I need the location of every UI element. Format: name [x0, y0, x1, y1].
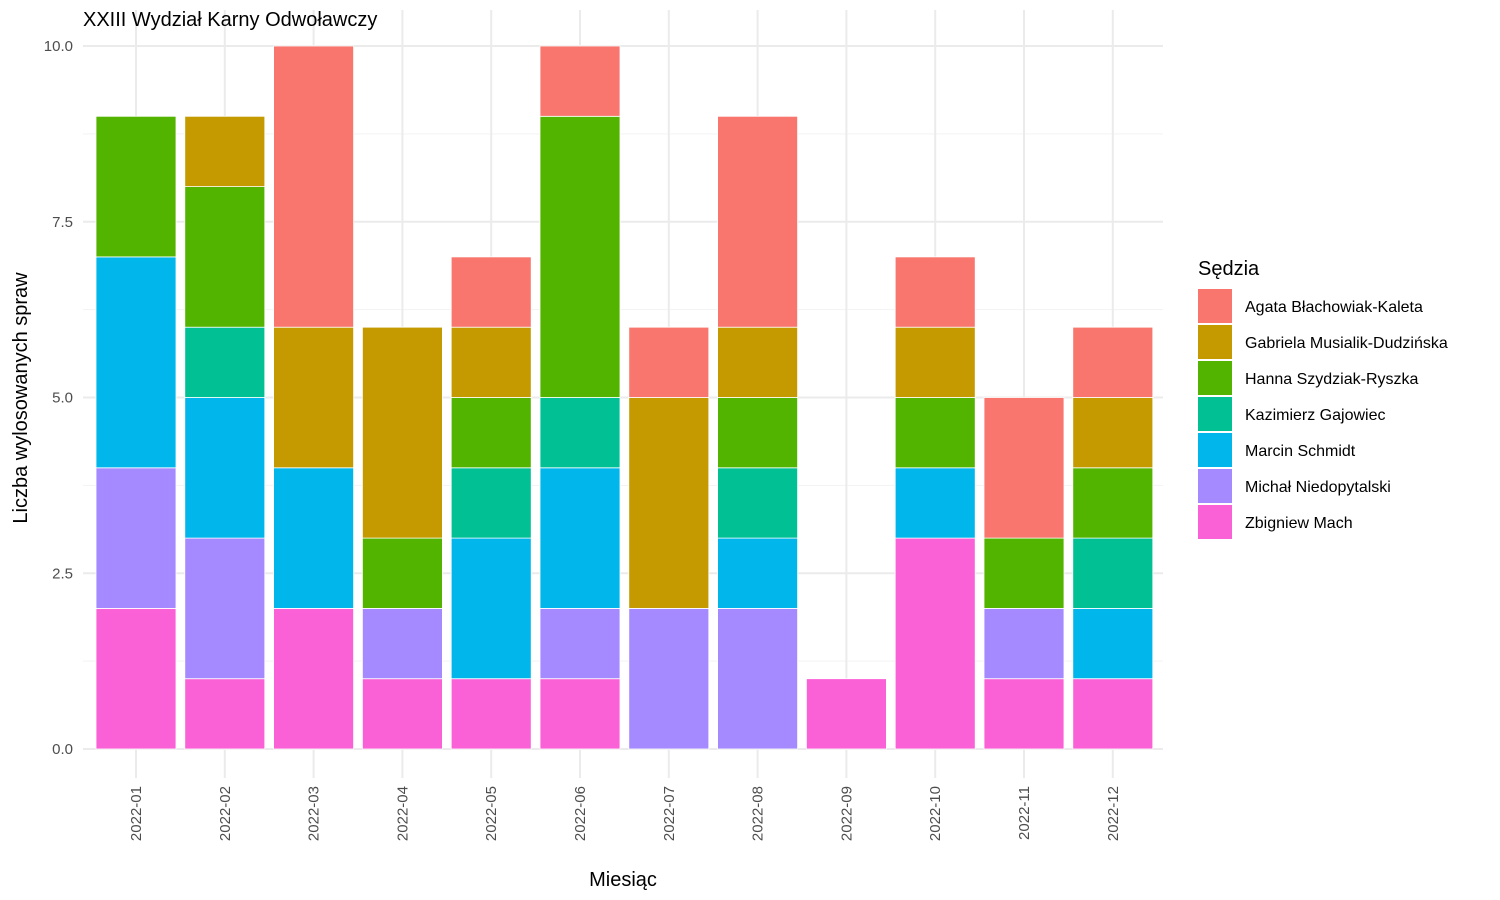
bar-segment: 2022-03 – Zbigniew Mach: 2: [273, 608, 355, 750]
bar-segment: 2022-03 – Gabriela Musialik-Dudzińska: 2: [273, 326, 355, 469]
bar-segment: 2022-11 – Hanna Szydziak-Ryszka: 1: [983, 537, 1065, 609]
x-tick-label: 2022-10: [927, 786, 944, 841]
bar-segment: 2022-10 – Agata Błachowiak-Kaleta: 1: [894, 256, 976, 328]
legend-swatch: [1198, 361, 1232, 395]
bar-segment: 2022-10 – Gabriela Musialik-Dudzińska: 1: [894, 326, 976, 398]
bar-segment: 2022-03 – Agata Błachowiak-Kaleta: 4: [273, 45, 355, 328]
legend-swatch: [1198, 433, 1232, 467]
bar-segment: 2022-07 – Agata Błachowiak-Kaleta: 1: [628, 326, 710, 398]
bar-segment: 2022-05 – Marcin Schmidt: 2: [450, 537, 532, 680]
legend-label: Zbigniew Mach: [1245, 515, 1353, 532]
bar-segment: 2022-12 – Zbigniew Mach: 1: [1072, 678, 1154, 750]
bar-segment: 2022-01 – Marcin Schmidt: 3: [95, 256, 177, 469]
bar-segment: 2022-06 – Marcin Schmidt: 2: [539, 467, 621, 609]
chart-title: XXIII Wydział Karny Odwoławczy: [83, 9, 377, 31]
bar-segment: 2022-11 – Agata Błachowiak-Kaleta: 2: [983, 397, 1065, 539]
bar-segment: 2022-12 – Kazimierz Gajowiec: 1: [1072, 537, 1154, 609]
bar-segment: 2022-05 – Zbigniew Mach: 1: [450, 678, 532, 750]
y-axis-title: Liczba wylosowanych spraw: [10, 272, 32, 524]
bar-segment: 2022-06 – Kazimierz Gajowiec: 1: [539, 397, 621, 469]
legend-title: Sędzia: [1198, 258, 1260, 280]
bar-segment: 2022-12 – Marcin Schmidt: 1: [1072, 608, 1154, 680]
legend-swatch: [1198, 289, 1232, 323]
x-tick-label: 2022-08: [750, 786, 767, 841]
bar-segment: 2022-11 – Michał Niedopytalski: 1: [983, 608, 1065, 680]
bar-segment: 2022-08 – Agata Błachowiak-Kaleta: 3: [717, 115, 798, 328]
legend-swatch: [1198, 469, 1232, 503]
legend-label: Hanna Szydziak-Ryszka: [1245, 371, 1419, 388]
bar-segment: 2022-07 – Gabriela Musialik-Dudzińska: 3: [628, 397, 710, 609]
bar-segment: 2022-11 – Zbigniew Mach: 1: [983, 678, 1065, 750]
bar-segment: 2022-05 – Gabriela Musialik-Dudzińska: 1: [450, 326, 532, 398]
legend: Agata Błachowiak-Kaleta Gabriela Musialik…: [1198, 289, 1448, 539]
bar-segment: 2022-05 – Hanna Szydziak-Ryszka: 1: [450, 397, 532, 469]
bar-segment: 2022-05 – Agata Błachowiak-Kaleta: 1: [450, 256, 532, 328]
x-tick-label: 2022-04: [394, 786, 411, 841]
bar-segment: 2022-01 – Hanna Szydziak-Ryszka: 2: [95, 115, 177, 258]
bar-segment: 2022-06 – Agata Błachowiak-Kaleta: 1: [539, 45, 621, 117]
bar-segment: 2022-10 – Marcin Schmidt: 1: [894, 467, 976, 539]
bar-segment: 2022-04 – Gabriela Musialik-Dudzińska: 3: [361, 326, 443, 539]
bar-segment: 2022-05 – Kazimierz Gajowiec: 1: [450, 467, 532, 539]
legend-swatch: [1198, 397, 1232, 431]
bar-segment: 2022-04 – Michał Niedopytalski: 1: [361, 608, 443, 680]
bar-segment: 2022-07 – Michał Niedopytalski: 2: [628, 608, 710, 750]
bar-segment: 2022-08 – Michał Niedopytalski: 2: [717, 608, 798, 750]
bar-segment: 2022-02 – Hanna Szydziak-Ryszka: 2: [184, 186, 266, 328]
bar-segment: 2022-02 – Marcin Schmidt: 2: [184, 397, 266, 539]
bar-segment: 2022-12 – Hanna Szydziak-Ryszka: 1: [1072, 467, 1154, 539]
x-tick-label: 2022-07: [661, 786, 678, 841]
axes-layer: 0.0 2.5 5.0 7.5 10.0 2022-01 2022-02 2022-03 202…: [44, 38, 1122, 841]
bar-segment: 2022-08 – Gabriela Musialik-Dudzińska: 1: [717, 326, 798, 398]
bar-segment: 2022-08 – Hanna Szydziak-Ryszka: 1: [717, 397, 798, 469]
x-tick-label: 2022-06: [572, 786, 589, 841]
bar-segment: 2022-02 – Zbigniew Mach: 1: [184, 678, 266, 750]
bar-segment: 2022-02 – Gabriela Musialik-Dudzińska: 1: [184, 115, 266, 188]
legend-swatch: [1198, 505, 1232, 539]
legend-label: Kazimierz Gajowiec: [1245, 407, 1385, 424]
y-tick-label: 2.5: [52, 565, 73, 582]
bar-segment: 2022-06 – Michał Niedopytalski: 1: [539, 608, 621, 680]
x-tick-label: 2022-03: [306, 786, 323, 841]
bar-segment: 2022-08 – Marcin Schmidt: 1: [717, 537, 798, 609]
legend-label: Marcin Schmidt: [1245, 443, 1356, 460]
bar-segment: 2022-01 – Michał Niedopytalski: 2: [95, 467, 177, 609]
x-tick-label: 2022-11: [1016, 786, 1033, 840]
y-tick-label: 10.0: [44, 38, 73, 55]
bar-segment: 2022-02 – Michał Niedopytalski: 2: [184, 537, 266, 680]
x-tick-label: 2022-09: [838, 786, 855, 841]
y-tick-label: 7.5: [52, 214, 73, 231]
y-tick-label: 0.0: [52, 741, 73, 758]
bar-segment: 2022-04 – Zbigniew Mach: 1: [361, 678, 443, 750]
legend-swatch: [1198, 325, 1232, 359]
x-axis-title: Miesiąc: [589, 869, 657, 891]
bar-segment: 2022-12 – Gabriela Musialik-Dudzińska: 1: [1072, 397, 1154, 469]
bar-segment: 2022-09 – Zbigniew Mach: 1: [806, 678, 887, 750]
x-tick-label: 2022-05: [483, 786, 500, 841]
bar-segment: 2022-10 – Zbigniew Mach: 3: [894, 537, 976, 750]
bar-segment: 2022-04 – Hanna Szydziak-Ryszka: 1: [361, 537, 443, 609]
bar-segment: 2022-06 – Zbigniew Mach: 1: [539, 678, 621, 750]
y-tick-label: 5.0: [52, 390, 73, 407]
bar-segment: 2022-01 – Zbigniew Mach: 2: [95, 608, 177, 750]
bar-segment: 2022-06 – Hanna Szydziak-Ryszka: 4: [539, 115, 621, 398]
legend-label: Michał Niedopytalski: [1245, 479, 1391, 496]
legend-label: Gabriela Musialik-Dudzińska: [1245, 335, 1448, 352]
legend-label: Agata Błachowiak-Kaleta: [1245, 299, 1423, 316]
x-tick-label: 2022-01: [128, 786, 145, 841]
bar-segment: 2022-10 – Hanna Szydziak-Ryszka: 1: [894, 397, 976, 469]
bar-segment: 2022-12 – Agata Błachowiak-Kaleta: 1: [1072, 326, 1154, 398]
x-tick-label: 2022-02: [217, 786, 234, 841]
x-tick-label: 2022-12: [1105, 786, 1122, 841]
bar-segment: 2022-08 – Kazimierz Gajowiec: 1: [717, 467, 798, 539]
bar-segment: 2022-02 – Kazimierz Gajowiec: 1: [184, 326, 266, 398]
bar-segment: 2022-03 – Marcin Schmidt: 2: [273, 467, 355, 609]
